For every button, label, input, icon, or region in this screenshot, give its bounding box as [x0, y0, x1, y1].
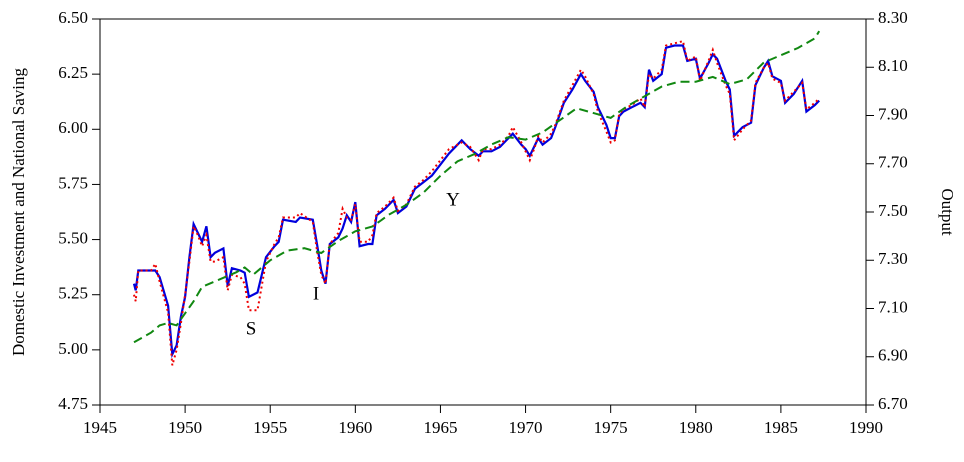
x-tick-label: 1990 [849, 418, 883, 437]
y-tick-label: 5.00 [58, 339, 88, 358]
y2-tick-label: 6.70 [878, 394, 908, 413]
y2-axis-label: Output [938, 188, 957, 236]
series-line [133, 39, 820, 366]
x-tick-label: 1950 [168, 418, 202, 437]
x-tick-label: 1945 [83, 418, 117, 437]
x-tick-label: 1965 [423, 418, 457, 437]
series-label: I [313, 283, 319, 304]
series-label: Y [446, 189, 460, 210]
series-line [133, 30, 821, 344]
y2-tick-label: 6.90 [878, 346, 908, 365]
y2-tick-label: 8.10 [878, 56, 908, 75]
x-tick-label: 1955 [253, 418, 287, 437]
y-tick-label: 5.25 [58, 284, 88, 303]
y-tick-label: 5.75 [58, 173, 88, 192]
y2-tick-label: 8.30 [878, 8, 908, 27]
series-label: S [246, 318, 257, 339]
y2-tick-label: 7.70 [878, 153, 908, 172]
x-tick-label: 1980 [679, 418, 713, 437]
x-tick-label: 1985 [764, 418, 798, 437]
y-tick-label: 5.50 [58, 228, 88, 247]
y2-tick-label: 7.50 [878, 201, 908, 220]
y-tick-label: 6.00 [58, 118, 88, 137]
series-line [132, 44, 820, 359]
x-tick-label: 1975 [594, 418, 628, 437]
y-tick-label: 6.25 [58, 63, 88, 82]
y2-tick-label: 7.30 [878, 249, 908, 268]
y2-tick-label: 7.10 [878, 297, 908, 316]
x-tick-label: 1960 [338, 418, 372, 437]
plot-frame [99, 18, 867, 406]
y-tick-label: 6.50 [58, 8, 88, 27]
x-tick-label: 1970 [509, 418, 543, 437]
y-axis-label: Domestic Investment and National Saving [9, 68, 28, 356]
y-tick-label: 4.75 [58, 394, 88, 413]
y2-tick-label: 7.90 [878, 104, 908, 123]
